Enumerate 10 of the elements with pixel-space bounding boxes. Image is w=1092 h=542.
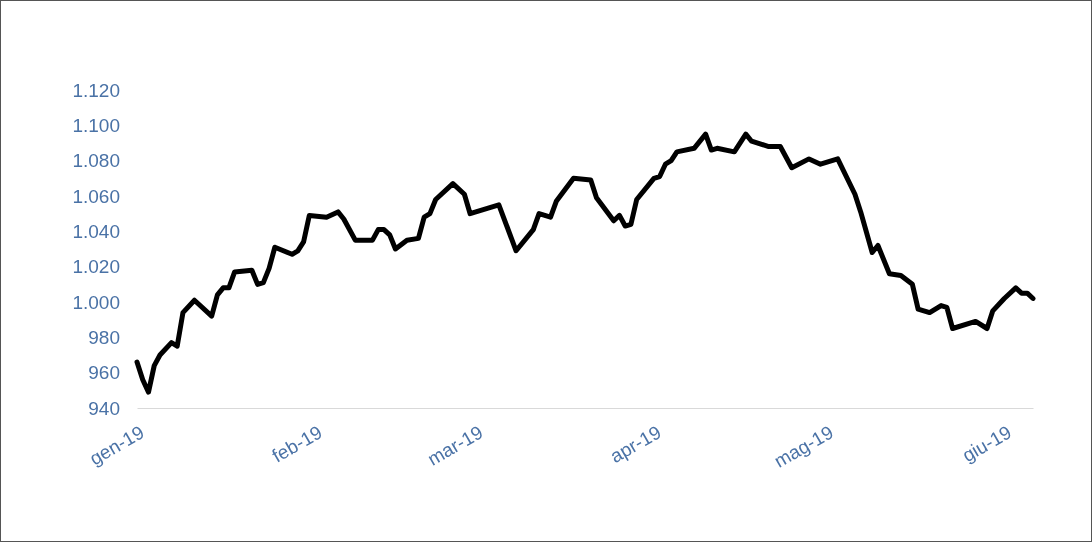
- y-tick-label: 1.020: [72, 256, 120, 278]
- y-tick-label: 980: [88, 326, 120, 348]
- y-tick-label: 940: [88, 397, 120, 419]
- y-tick-label: 1.060: [72, 185, 120, 207]
- y-tick-label: 1.100: [72, 114, 120, 136]
- y-tick-label: 1.120: [72, 79, 120, 101]
- y-tick-label: 1.080: [72, 150, 120, 172]
- y-tick-label: 960: [88, 362, 120, 384]
- y-tick-label: 1.000: [72, 291, 120, 313]
- y-tick-label: 1.040: [72, 220, 120, 242]
